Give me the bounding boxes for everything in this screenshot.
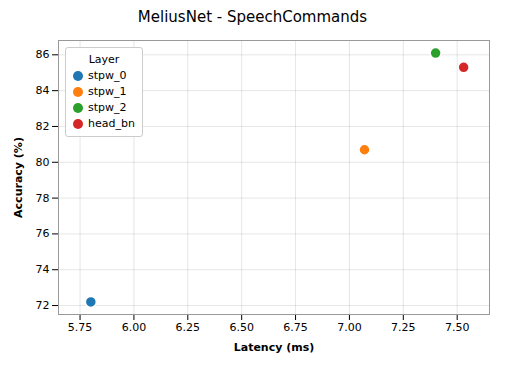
svg-text:72: 72 <box>36 299 50 312</box>
svg-text:86: 86 <box>36 48 50 61</box>
html-text:stpw_1: stpw_1 <box>88 85 127 98</box>
svg-text:76: 76 <box>36 227 50 240</box>
svg-text:5.75: 5.75 <box>68 321 93 334</box>
svg-text:80: 80 <box>36 156 50 169</box>
svg-text:6.00: 6.00 <box>122 321 147 334</box>
svg-text:Accuracy (%): Accuracy (%) <box>12 137 25 218</box>
svg-text:7.00: 7.00 <box>337 321 362 334</box>
svg-text:7.25: 7.25 <box>391 321 416 334</box>
html-text:Layer: Layer <box>88 53 120 66</box>
svg-text:6.75: 6.75 <box>283 321 308 334</box>
svg-text:84: 84 <box>36 84 50 97</box>
html-text:head_bn: head_bn <box>88 117 135 130</box>
svg-text:78: 78 <box>36 192 50 205</box>
svg-text:6.25: 6.25 <box>176 321 201 334</box>
svg-text:82: 82 <box>36 120 50 133</box>
svg-text:74: 74 <box>36 263 50 276</box>
html-text:stpw_0: stpw_0 <box>88 69 127 82</box>
svg-text:6.50: 6.50 <box>229 321 254 334</box>
svg-text:Latency (ms): Latency (ms) <box>234 341 315 354</box>
svg-text:7.50: 7.50 <box>445 321 470 334</box>
html-text:stpw_2: stpw_2 <box>88 101 127 114</box>
html-text:MeliusNet - SpeechCommands: MeliusNet - SpeechCommands <box>137 8 368 26</box>
